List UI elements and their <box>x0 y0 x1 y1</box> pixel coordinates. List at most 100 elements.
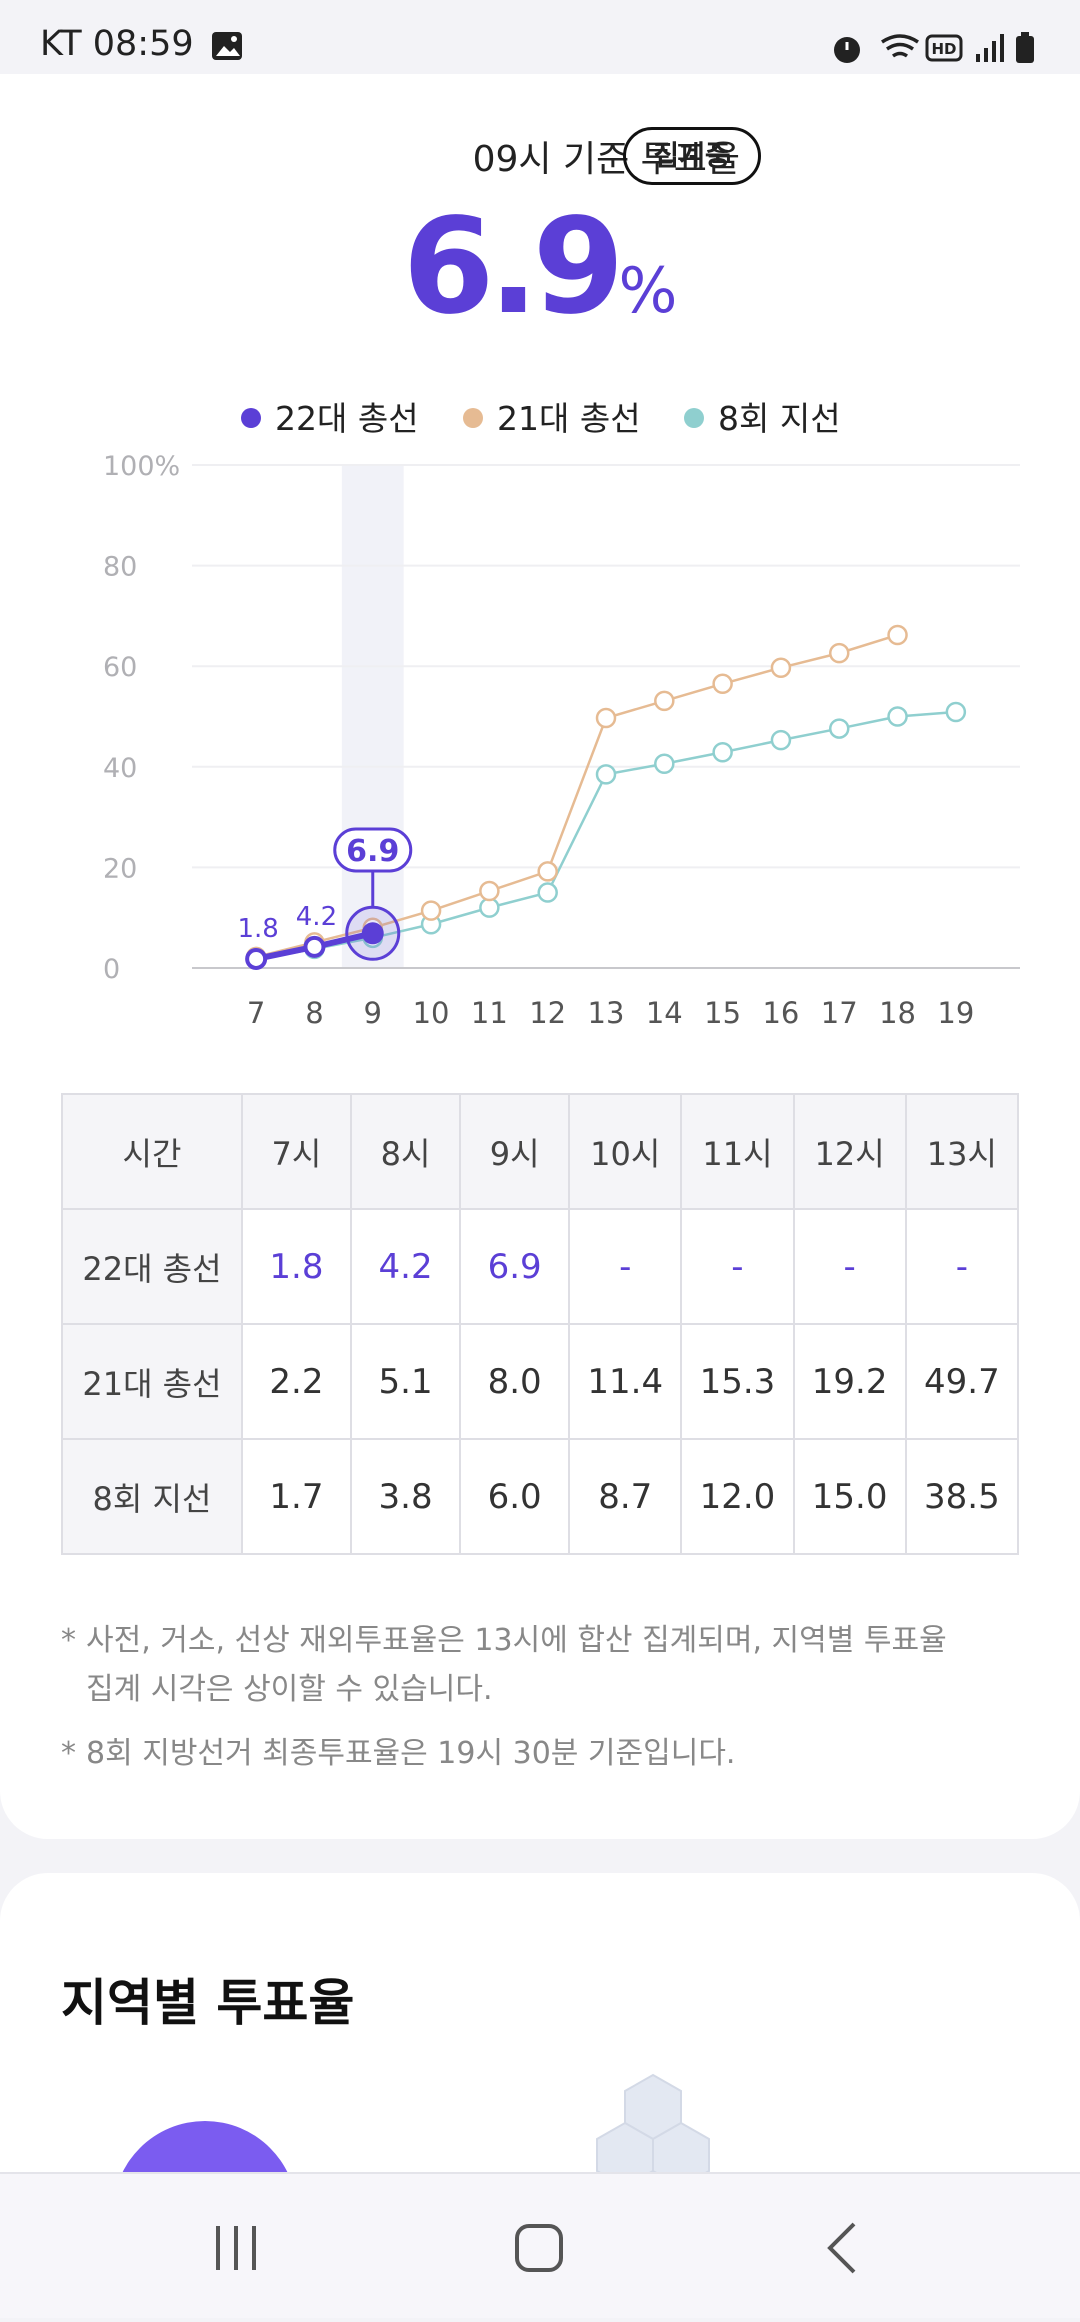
svg-text:HD: HD <box>931 40 956 58</box>
data-label: 4.2 <box>296 902 337 932</box>
header-cell: 13시 <box>904 1093 1019 1210</box>
footnote-text: 사전, 거소, 선상 재외투표율은 13시에 합산 집계되며, 지역별 투표율 … <box>86 1623 947 1707</box>
data-point <box>654 690 675 712</box>
gallery-icon <box>212 32 242 60</box>
y-tick-label: 20 <box>103 853 137 884</box>
data-point <box>887 624 908 646</box>
footnote-text: 8회 지방선거 최종투표율은 19시 30분 기준입니다. <box>86 1736 736 1771</box>
data-point <box>479 880 500 902</box>
turnout-value: 6.9 <box>402 190 625 344</box>
table-cell: 3.8 <box>349 1438 462 1555</box>
header-cell: 12시 <box>792 1093 907 1210</box>
x-tick-label: 13 <box>588 996 625 1030</box>
x-tick-label: 17 <box>821 996 858 1030</box>
legend-label: 8회 지선 <box>718 399 841 438</box>
table-cell: - <box>904 1208 1019 1325</box>
legend-label: 22대 총선 <box>275 399 419 438</box>
table-cell: - <box>792 1208 907 1325</box>
data-point <box>945 701 967 723</box>
back-button[interactable] <box>827 2222 856 2274</box>
row-label: 21대 총선 <box>61 1323 243 1440</box>
callout-box <box>333 827 413 873</box>
table-cell: 19.2 <box>792 1323 907 1440</box>
header-cell: 7시 <box>240 1093 353 1210</box>
turnout-unit: % <box>618 254 678 327</box>
title-text: 09시 기준 투표율 <box>472 139 740 180</box>
x-tick-label: 14 <box>646 996 683 1030</box>
footnote-marker: * <box>61 1623 76 1658</box>
legend-dot <box>684 408 704 428</box>
data-point <box>361 922 384 945</box>
x-tick-label: 11 <box>471 996 508 1030</box>
data-label: 6.9 <box>346 834 399 869</box>
home-button[interactable] <box>515 2224 563 2272</box>
table-cell: 1.8 <box>240 1208 353 1325</box>
turnout-chart: 22대 총선 21대 총선 8회 지선 0 20 40 60 80 100% 7 8 9 10 11 12 1… <box>103 399 1020 1030</box>
table-cell: 6.0 <box>459 1438 571 1555</box>
table-cell: 6.9 <box>459 1208 571 1325</box>
x-tick-label: 7 <box>247 996 265 1030</box>
data-point <box>654 753 675 775</box>
current-turnout: 6.9% <box>0 190 1080 344</box>
data-point <box>828 642 850 664</box>
footnote-marker: * <box>61 1736 76 1771</box>
table-row: 22대 총선 1.8 4.2 6.9- - - - <box>61 1208 1019 1325</box>
table-cell: 2.2 <box>240 1323 353 1440</box>
carrier-time: KT 08:59 <box>40 24 194 64</box>
table-cell: 15.3 <box>680 1323 795 1440</box>
table-row: 8회 지선 1.7 3.8 6.0 8.7 12.0 15.0 38.5 <box>61 1438 1019 1555</box>
table-row: 21대 총선 2.2 5.1 8.0 11.4 15.3 19.2 49.7 <box>61 1323 1019 1440</box>
y-tick-label: 40 <box>103 753 137 784</box>
x-tick-label: 19 <box>937 996 974 1030</box>
y-tick-label: 0 <box>103 954 120 985</box>
turnout-table-scroll[interactable]: 시간 7시 8시 9시 10시 11시 12시 13시 22대 총선 1.8 4.2 6.9- - - -2… <box>61 1093 1019 1561</box>
table-cell: 11.4 <box>568 1323 683 1440</box>
table-header-row: 시간 7시 8시 9시 10시 11시 12시 13시 <box>61 1093 1019 1210</box>
section-title: 지역별 투표율 <box>61 1974 355 2032</box>
table-cell: 1.7 <box>240 1438 353 1555</box>
footnote: * 사전, 거소, 선상 재외투표율은 13시에 합산 집계되며, 지역별 투표율… <box>61 1616 961 1714</box>
data-point <box>537 861 558 882</box>
status-badge: 집계중 <box>623 127 761 185</box>
x-tick-label: 15 <box>704 996 741 1030</box>
table-cell: 8.7 <box>568 1438 683 1555</box>
y-tick-label: 60 <box>103 652 137 683</box>
data-point <box>245 947 268 970</box>
header-cell: 11시 <box>680 1093 795 1210</box>
data-point <box>479 897 500 918</box>
legend-dot <box>241 408 261 428</box>
header-cell: 8시 <box>349 1093 462 1210</box>
table-cell: 8.0 <box>459 1323 571 1440</box>
row-label: 22대 총선 <box>61 1208 243 1325</box>
header-cell: 9시 <box>459 1093 571 1210</box>
status-icons: HD <box>834 32 1034 63</box>
x-tick-label: 9 <box>364 996 382 1030</box>
table-cell: 12.0 <box>680 1438 795 1555</box>
header-cell: 시간 <box>61 1093 243 1210</box>
nav-icons <box>216 2222 856 2274</box>
x-tick-label: 8 <box>305 996 323 1030</box>
data-point <box>420 900 442 921</box>
x-tick-label: 12 <box>529 996 566 1030</box>
footnote: * 8회 지방선거 최종투표율은 19시 30분 기준입니다. <box>61 1729 961 1778</box>
legend-label: 21대 총선 <box>497 399 641 438</box>
table-cell: 38.5 <box>904 1438 1019 1555</box>
data-point <box>712 741 733 763</box>
data-point <box>770 657 792 678</box>
x-tick-label: 10 <box>413 996 450 1030</box>
turnout-table: 시간 7시 8시 9시 10시 11시 12시 13시 22대 총선 1.8 4.2 6.9- - - -2… <box>61 1093 1019 1555</box>
x-tick-label: 16 <box>762 996 799 1030</box>
data-point <box>770 729 792 751</box>
nav-bar <box>0 2172 1080 2318</box>
data-label: 1.8 <box>237 914 278 944</box>
data-point <box>537 882 558 903</box>
data-point <box>595 707 617 729</box>
y-tick-label: 100% <box>103 451 180 482</box>
data-point <box>595 764 617 785</box>
y-tick-label: 80 <box>103 552 137 583</box>
data-point <box>887 706 908 727</box>
legend-dot <box>463 408 483 428</box>
row-label: 8회 지선 <box>61 1438 243 1555</box>
status-bar: KT 08:59 HD <box>0 0 1080 74</box>
